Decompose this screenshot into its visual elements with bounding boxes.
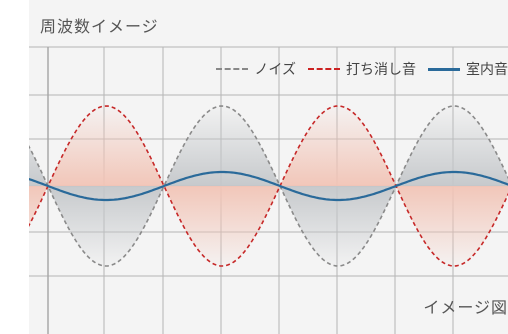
waves bbox=[29, 105, 508, 267]
legend-label-room: 室内音 bbox=[466, 62, 508, 78]
wave-lobe-fill bbox=[280, 106, 396, 186]
wave-lobe-fill bbox=[396, 106, 508, 186]
wave-lobe-fill bbox=[396, 186, 508, 266]
legend-label-cancel: 打ち消し音 bbox=[346, 62, 416, 78]
wave-lobe-fill bbox=[29, 186, 48, 226]
wave-lobe-fill bbox=[48, 186, 164, 266]
legend-item-noise: ノイズ bbox=[216, 59, 296, 79]
legend: ノイズ 打ち消し音 室内音 bbox=[210, 58, 508, 80]
legend-swatch-room bbox=[428, 67, 460, 71]
legend-swatch-noise bbox=[216, 68, 249, 70]
legend-label-noise: ノイズ bbox=[254, 62, 296, 78]
image-caption: イメージ図 bbox=[423, 298, 508, 317]
room-sound-wave bbox=[29, 170, 508, 202]
legend-swatch-cancel bbox=[308, 68, 340, 70]
wave-lobe-fill bbox=[164, 106, 280, 186]
wave-lobe-fill bbox=[48, 106, 164, 186]
cancel-wave bbox=[29, 105, 508, 267]
noise-wave bbox=[29, 105, 508, 267]
diagram-title: 周波数イメージ bbox=[40, 17, 159, 36]
wave-fills bbox=[29, 106, 508, 266]
wave-lobe-fill bbox=[29, 146, 48, 186]
legend-item-cancel: 打ち消し音 bbox=[308, 59, 416, 79]
wave-lobe-fill bbox=[164, 186, 280, 266]
wave-lobe-fill bbox=[280, 186, 396, 266]
legend-item-room: 室内音 bbox=[428, 59, 508, 79]
